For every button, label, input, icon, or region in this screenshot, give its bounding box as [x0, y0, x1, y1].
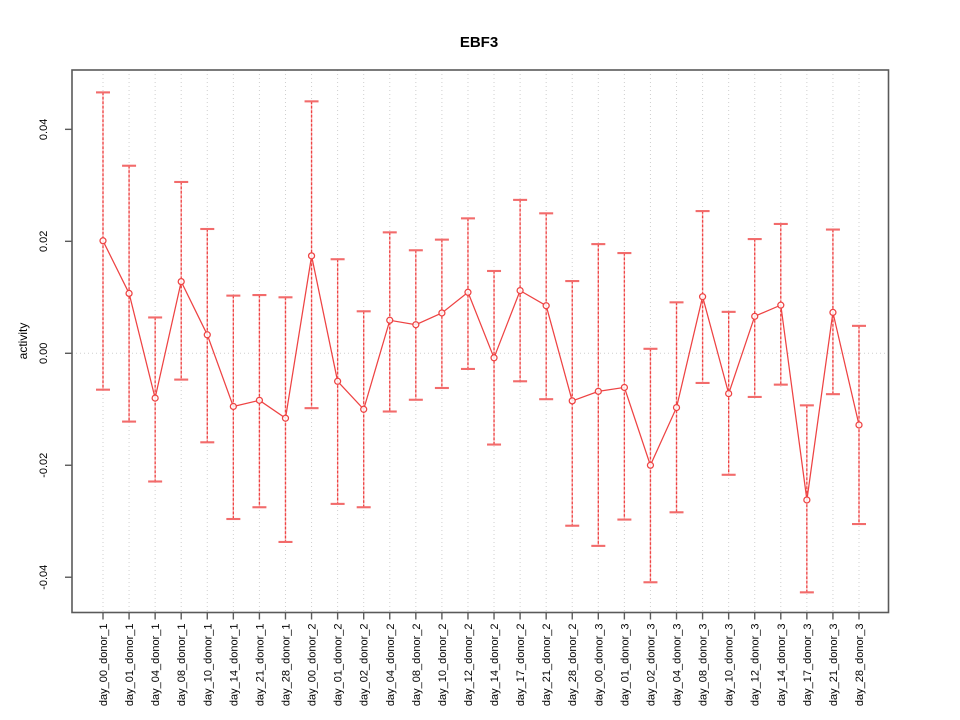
data-point: [464, 288, 472, 296]
x-tick-label: day_28_donor_2: [567, 624, 579, 707]
data-point: [99, 237, 107, 245]
data-point: [229, 402, 237, 411]
data-point: [516, 286, 524, 295]
chart-title: EBF3: [460, 34, 498, 51]
data-point: [151, 394, 159, 402]
x-tick-label: day_01_donor_3: [619, 624, 631, 707]
data-point: [672, 403, 681, 412]
plot-box: [71, 69, 890, 614]
y-tick-label: -0.04: [38, 565, 50, 590]
x-tick-label: day_10_donor_1: [202, 624, 214, 707]
x-tick-label: day_04_donor_2: [385, 624, 397, 707]
data-point: [751, 312, 759, 320]
x-tick-label: day_00_donor_2: [307, 624, 319, 707]
x-tick-label: day_12_donor_2: [463, 624, 475, 707]
data-point: [777, 301, 785, 309]
data-point: [698, 293, 707, 301]
data-point: [438, 309, 446, 317]
x-tick-label: day_04_donor_1: [150, 624, 162, 707]
data-point: [855, 421, 863, 429]
data-point: [568, 397, 576, 405]
x-tick-label: day_10_donor_2: [437, 624, 449, 707]
x-tick-label: day_01_donor_1: [124, 624, 136, 707]
axes: [65, 69, 890, 620]
data-points: [99, 237, 863, 504]
tick-labels: day_00_donor_1 day_01_donor_1 day_04_donor…: [38, 119, 866, 706]
x-tick-label: day_01_donor_2: [333, 624, 345, 707]
x-tick-label: day_12_donor_3: [750, 624, 762, 707]
data-point: [620, 383, 629, 392]
series-polyline: [102, 240, 860, 501]
x-tick-label: day_04_donor_3: [672, 624, 684, 707]
x-tick-label: day_17_donor_2: [515, 624, 527, 707]
data-point: [490, 354, 498, 362]
x-tick-label: day_08_donor_2: [411, 624, 423, 707]
data-point: [177, 278, 185, 286]
data-point: [646, 461, 655, 469]
x-tick-label: day_21_donor_2: [541, 624, 553, 707]
x-tick-label: day_02_donor_3: [645, 624, 657, 707]
data-point: [307, 252, 316, 260]
series-line: [102, 240, 860, 501]
x-tick-label: day_02_donor_2: [359, 624, 371, 707]
data-point: [360, 405, 368, 413]
data-point: [281, 414, 290, 422]
data-point: [803, 496, 811, 504]
y-tick-label: 0.00: [38, 343, 50, 364]
data-point: [542, 302, 550, 310]
data-point: [125, 289, 133, 298]
gridlines: [72, 70, 889, 613]
x-tick-label: day_21_donor_1: [254, 624, 266, 707]
data-point: [829, 308, 837, 317]
y-tick-label: 0.04: [38, 119, 50, 140]
y-tick-label: -0.02: [38, 453, 50, 478]
x-tick-label: day_28_donor_1: [280, 624, 292, 707]
data-point: [725, 389, 733, 398]
x-tick-label: day_14_donor_2: [489, 624, 501, 707]
data-point: [333, 377, 342, 385]
data-point: [386, 316, 394, 324]
x-tick-label: day_14_donor_3: [776, 624, 788, 707]
x-tick-label: day_21_donor_3: [828, 624, 840, 707]
data-point: [594, 387, 602, 395]
data-point: [203, 331, 211, 339]
x-tick-label: day_17_donor_3: [802, 624, 814, 707]
y-tick-label: 0.02: [38, 231, 50, 252]
x-tick-label: day_08_donor_3: [698, 624, 710, 707]
x-tick-label: day_00_donor_1: [98, 624, 110, 707]
x-tick-label: day_00_donor_3: [593, 624, 605, 707]
y-axis-label: activity: [16, 323, 30, 360]
x-tick-label: day_14_donor_1: [228, 624, 240, 707]
x-tick-label: day_08_donor_1: [176, 624, 188, 707]
data-point: [255, 396, 264, 404]
x-tick-label: day_10_donor_3: [724, 624, 736, 707]
data-point: [412, 321, 420, 329]
error-bars: [96, 91, 866, 594]
x-tick-label: day_28_donor_3: [854, 624, 866, 707]
